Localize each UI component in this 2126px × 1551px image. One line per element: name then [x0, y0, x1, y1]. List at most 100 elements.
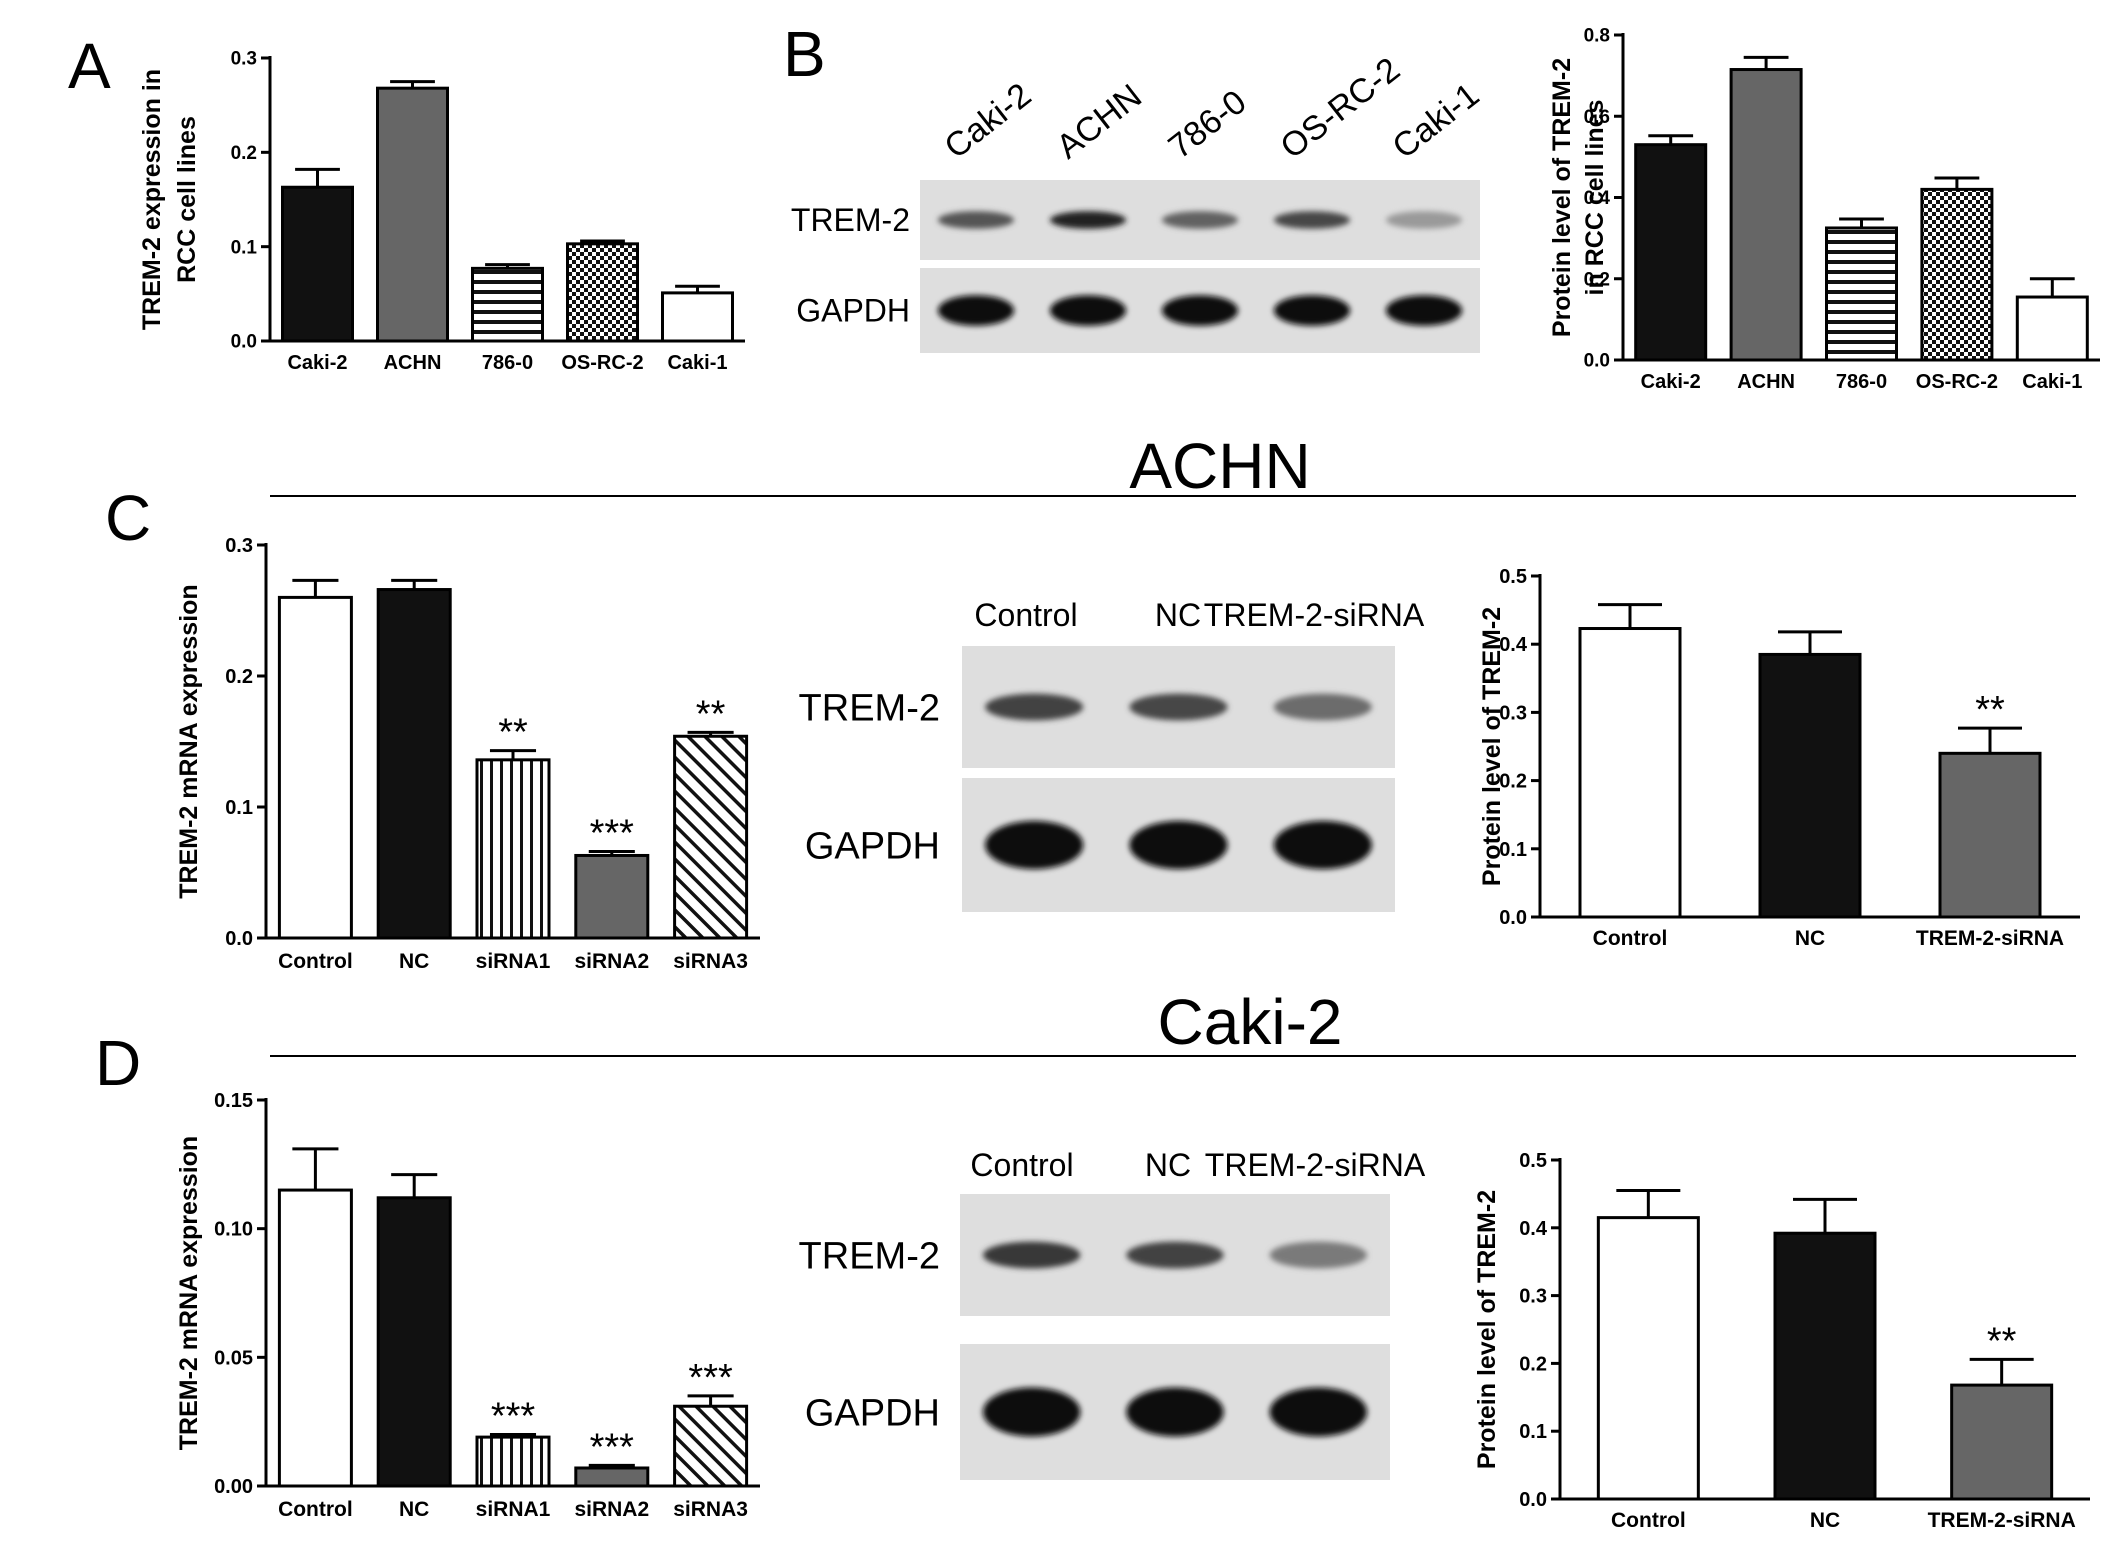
blot-lane-label: ACHN	[1050, 77, 1149, 166]
significance-label: ***	[688, 1357, 733, 1399]
bar-sirna2	[574, 1466, 650, 1488]
x-tick-label: Control	[1593, 927, 1668, 950]
x-tick-label: OS-RC-2	[1916, 371, 1998, 393]
y-tick-label: 0.5	[1519, 1150, 1547, 1172]
blot-lane-label: NC	[1145, 1147, 1191, 1183]
bar-os-rc-2	[566, 242, 639, 343]
x-tick-label: TREM-2-siRNA	[1916, 927, 2064, 950]
blot-band	[1049, 295, 1127, 326]
y-tick-label: 0.15	[214, 1090, 253, 1112]
chart-panel-d-mrna: 0.00 0.05 0.10 0.15 TREM-2 mRNA expression Co…	[175, 1090, 760, 1521]
y-tick-label: 0.1	[1499, 839, 1527, 861]
y-tick-label: 0.1	[231, 237, 258, 258]
y-tick-label: 0.0	[1519, 1489, 1547, 1511]
western-blot-d: Control NC TREM-2-siRNA TREM-2 GAPDH	[799, 1147, 1426, 1480]
x-tick-label: Caki-2	[1641, 371, 1701, 393]
blot-band	[1273, 693, 1372, 721]
chart-panel-c-mrna: 0.0 0.1 0.2 0.3 TREM-2 mRNA expression Contro…	[175, 535, 760, 973]
bar-os-rc-2	[1920, 187, 1994, 362]
y-tick-label: 0.00	[214, 1476, 253, 1498]
bar-nc	[376, 588, 452, 940]
blot-row-label: GAPDH	[805, 1392, 940, 1434]
blot-band	[937, 295, 1015, 326]
blot-band	[1273, 820, 1372, 870]
y-tick-label: 0.2	[1584, 269, 1610, 290]
section-title-achn: ACHN	[1129, 430, 1310, 502]
bar-786-0	[1825, 226, 1898, 362]
x-tick-label: NC	[399, 950, 429, 973]
bar-nc	[376, 1196, 452, 1488]
x-tick-label: ACHN	[1737, 371, 1795, 393]
bar-control	[1578, 627, 1682, 919]
chart-panel-b: 0.0 0.2 0.4 0.6 0.8 Protein level of TREM-2 in…	[1548, 26, 2100, 393]
bar-control	[1596, 1216, 1700, 1501]
y-tick-label: 0.05	[214, 1347, 253, 1369]
significance-label: ***	[491, 1396, 536, 1438]
panel-letter-a: A	[68, 30, 111, 102]
y-tick-label: 0.0	[1584, 351, 1610, 372]
x-tick-label: Caki-1	[667, 352, 727, 374]
y-axis-label: in RCC cell lines	[1581, 100, 1609, 296]
blot-band	[1269, 1241, 1368, 1269]
y-tick-label: 0.1	[225, 797, 253, 819]
bar-sirna2	[574, 853, 650, 940]
bar-sirna1	[475, 1435, 551, 1488]
blot-band	[1385, 211, 1463, 229]
blot-band	[1129, 820, 1228, 870]
bar-sirna3	[673, 734, 749, 940]
significance-label: ***	[590, 1426, 635, 1468]
blot-band	[1126, 1387, 1224, 1437]
y-axis-label: RCC cell lines	[173, 116, 201, 283]
bar-786-0	[471, 266, 544, 343]
blot-band	[1161, 295, 1239, 326]
bar-achn	[376, 86, 449, 343]
blot-band	[1269, 1387, 1368, 1437]
y-tick-label: 0.2	[225, 666, 253, 688]
significance-label: **	[498, 712, 528, 754]
y-tick-label: 0.3	[1519, 1286, 1547, 1308]
blot-lane-label: Caki-1	[1386, 76, 1487, 166]
x-tick-label: siRNA2	[574, 1498, 649, 1521]
blot-lane-label: Control	[974, 597, 1077, 633]
blot-row-label: TREM-2	[791, 202, 910, 238]
western-blot-c: Control NC TREM-2-siRNA TREM-2 GAPDH	[799, 597, 1425, 912]
y-tick-label: 0.8	[1584, 26, 1610, 47]
bar-sirna3	[673, 1404, 749, 1488]
y-tick-label: 0.3	[225, 535, 253, 557]
blot-band	[982, 1241, 1081, 1269]
blot-band	[1385, 295, 1463, 326]
x-tick-label: siRNA3	[673, 950, 748, 973]
section-title-caki2: Caki-2	[1158, 986, 1343, 1058]
blot-band	[937, 211, 1015, 229]
blot-row-label: TREM-2	[799, 1235, 940, 1277]
x-tick-label: TREM-2-siRNA	[1928, 1509, 2076, 1532]
bar-nc	[1758, 652, 1862, 919]
x-tick-label: ACHN	[384, 352, 442, 374]
blot-band	[1273, 295, 1351, 326]
y-tick-label: 0.4	[1499, 634, 1528, 656]
x-tick-label: 786-0	[482, 352, 533, 374]
blot-row-label: TREM-2	[799, 687, 940, 729]
chart-panel-d-protein: 0.0 0.1 0.2 0.3 0.4 0.5 Protein level of TREM-…	[1473, 1150, 2090, 1532]
y-tick-label: 0.1	[1519, 1421, 1547, 1443]
blot-row-label: GAPDH	[805, 825, 940, 867]
blot-band	[1049, 211, 1127, 229]
blot-row-label: GAPDH	[796, 293, 910, 329]
bar-caki-2	[281, 185, 354, 343]
x-tick-label: NC	[399, 1498, 429, 1521]
y-tick-label: 0.0	[231, 332, 257, 353]
chart-panel-a: 0.0 0.1 0.2 0.3 TREM-2 expression in RCC cell…	[138, 49, 745, 374]
y-axis-label: TREM-2 mRNA expression	[175, 584, 203, 898]
blot-lane-label: Caki-2	[938, 76, 1039, 166]
y-tick-label: 0.10	[214, 1219, 253, 1241]
x-tick-label: Control	[278, 950, 353, 973]
bar-caki-1	[661, 291, 734, 343]
y-axis-label: TREM-2 mRNA expression	[175, 1136, 203, 1450]
y-axis-label: Protein level of TREM-2	[1478, 607, 1506, 886]
y-tick-label: 0.4	[1584, 188, 1611, 209]
y-tick-label: 0.2	[231, 143, 257, 164]
bar-achn	[1729, 68, 1803, 362]
bar-caki-2	[1634, 143, 1708, 362]
y-axis-label: Protein level of TREM-2	[1473, 1190, 1501, 1469]
